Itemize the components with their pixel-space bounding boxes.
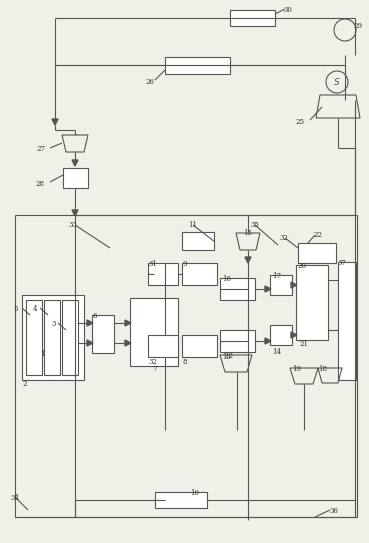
Bar [148, 335, 178, 357]
Text: 20: 20 [298, 262, 307, 270]
Polygon shape [87, 340, 93, 346]
Bar [22, 295, 84, 380]
Text: 34: 34 [10, 494, 19, 502]
Polygon shape [72, 160, 78, 166]
Bar [62, 300, 78, 375]
Polygon shape [87, 320, 93, 326]
Text: 10: 10 [190, 489, 199, 497]
Text: 28: 28 [35, 180, 44, 188]
Bar [182, 232, 214, 250]
Text: 22: 22 [314, 231, 323, 239]
Bar [148, 263, 178, 285]
Text: 6: 6 [92, 312, 97, 320]
Text: 35: 35 [250, 221, 259, 229]
Bar [296, 265, 328, 340]
Text: 21: 21 [300, 340, 309, 348]
Text: 16: 16 [222, 275, 231, 283]
Polygon shape [52, 119, 58, 125]
Text: 12: 12 [224, 352, 233, 360]
Bar [15, 215, 357, 517]
Bar [230, 10, 275, 26]
Text: 31: 31 [148, 260, 157, 268]
Text: 2: 2 [22, 380, 27, 388]
Text: 32: 32 [280, 234, 289, 242]
Bar [220, 330, 255, 352]
Bar [220, 278, 255, 300]
Bar [182, 335, 217, 357]
Text: 18: 18 [318, 365, 327, 373]
Bar [63, 168, 88, 188]
Text: 1: 1 [40, 350, 45, 358]
Bar [92, 315, 114, 353]
Bar [270, 325, 292, 345]
Text: 14: 14 [272, 348, 281, 356]
Bar [26, 300, 42, 375]
Text: 9: 9 [182, 260, 186, 268]
Bar [298, 243, 336, 263]
Bar [155, 492, 207, 508]
Text: 27: 27 [36, 145, 45, 153]
Polygon shape [291, 332, 297, 338]
Text: 29: 29 [353, 22, 362, 30]
Polygon shape [291, 282, 297, 288]
Text: 13: 13 [222, 353, 231, 361]
Polygon shape [72, 210, 78, 216]
Bar [44, 300, 60, 375]
Polygon shape [245, 257, 251, 263]
Text: 36: 36 [330, 507, 339, 515]
Text: 30: 30 [284, 6, 293, 14]
Text: S: S [334, 78, 340, 86]
Text: 37: 37 [338, 259, 347, 267]
Text: 15: 15 [243, 229, 252, 237]
Text: 17: 17 [272, 272, 281, 280]
Bar [338, 262, 356, 380]
Text: 8: 8 [182, 358, 186, 366]
Polygon shape [265, 338, 271, 344]
Text: 26: 26 [145, 78, 154, 86]
Text: 7: 7 [152, 365, 156, 373]
Text: 11: 11 [188, 221, 197, 229]
Text: 25: 25 [295, 118, 304, 126]
Text: 4: 4 [33, 305, 38, 313]
Bar [130, 298, 178, 366]
Text: 5: 5 [13, 305, 17, 313]
Polygon shape [125, 320, 131, 326]
Text: 19: 19 [292, 365, 301, 373]
Bar [165, 57, 230, 74]
Bar [182, 263, 217, 285]
Polygon shape [125, 340, 131, 346]
Text: 3: 3 [51, 320, 55, 328]
Text: 33: 33 [68, 221, 77, 229]
Text: 32: 32 [148, 358, 157, 366]
Bar [270, 275, 292, 295]
Polygon shape [265, 286, 271, 292]
